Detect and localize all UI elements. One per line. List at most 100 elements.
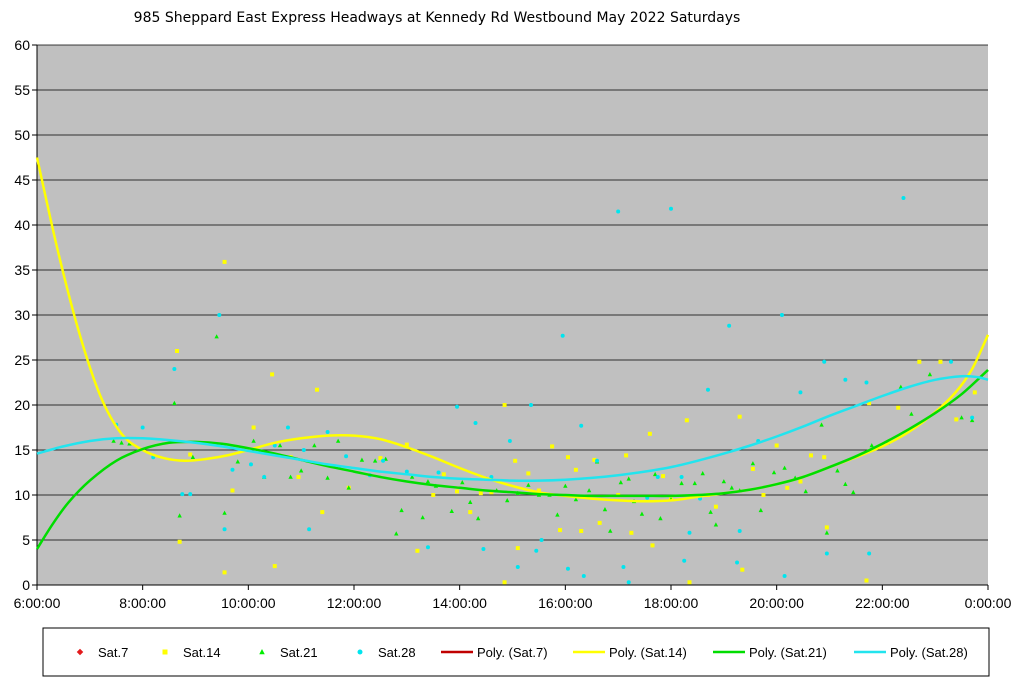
y-tick-label: 55 xyxy=(14,82,30,98)
point-sat14 xyxy=(824,525,829,530)
x-tick-label: 6:00:00 xyxy=(14,595,61,611)
point-sat21 xyxy=(573,497,579,502)
point-sat14 xyxy=(320,510,325,515)
point-sat28 xyxy=(901,196,906,200)
point-sat21 xyxy=(618,480,624,485)
point-sat28 xyxy=(539,538,544,542)
legend-label: Poly. (Sat.14) xyxy=(609,645,687,660)
point-sat28 xyxy=(626,580,631,585)
point-sat14 xyxy=(272,564,277,569)
point-sat21 xyxy=(325,475,330,480)
point-sat28 xyxy=(581,574,586,578)
point-sat21 xyxy=(235,459,240,464)
point-sat21 xyxy=(639,511,645,516)
x-axis-ticks: 6:00:00 8:00:00 10:00:00 12:00:00 14:00:00 16… xyxy=(14,585,1012,611)
x-tick-label: 10:00:00 xyxy=(221,595,276,611)
y-tick-label: 0 xyxy=(22,577,30,593)
point-sat28 xyxy=(515,565,520,569)
point-sat28 xyxy=(735,560,740,565)
point-sat14 xyxy=(822,455,827,460)
point-sat28 xyxy=(737,529,742,533)
point-sat14 xyxy=(230,488,235,493)
point-sat21 xyxy=(288,474,293,479)
point-sat14 xyxy=(713,504,718,509)
point-sat28 xyxy=(425,545,430,550)
point-sat21 xyxy=(505,498,510,503)
point-sat21 xyxy=(277,443,283,448)
point-sat28 xyxy=(824,551,829,556)
point-sat21 xyxy=(819,422,824,427)
point-sat28 xyxy=(949,359,954,364)
point-sat28 xyxy=(565,566,570,571)
point-sat21 xyxy=(119,440,124,445)
point-sat21 xyxy=(526,482,531,487)
point-sat21 xyxy=(172,400,177,405)
point-sat14 xyxy=(536,488,541,493)
point-sat21 xyxy=(658,516,663,521)
point-sat28 xyxy=(436,470,441,475)
point-sat14 xyxy=(761,493,766,497)
legend-label: Poly. (Sat.7) xyxy=(477,645,548,660)
point-sat21 xyxy=(679,480,684,486)
point-sat28 xyxy=(188,492,193,497)
point-sat14 xyxy=(222,570,227,575)
point-sat21 xyxy=(608,528,613,533)
point-sat14 xyxy=(270,372,275,377)
point-sat28 xyxy=(616,209,621,214)
gridlines xyxy=(37,44,988,541)
point-sat21 xyxy=(346,485,351,490)
point-sat21 xyxy=(602,507,608,512)
point-sat21 xyxy=(771,470,777,475)
point-sat21 xyxy=(372,458,378,463)
scatter-points xyxy=(111,196,977,585)
point-sat14 xyxy=(489,490,494,495)
point-sat21 xyxy=(298,468,304,473)
point-sat21 xyxy=(927,372,933,377)
point-sat21 xyxy=(399,507,404,513)
x-tick-label: 12:00:00 xyxy=(327,595,382,611)
point-sat14 xyxy=(954,417,959,422)
point-sat28 xyxy=(655,475,660,479)
point-sat14 xyxy=(687,580,692,585)
legend-marker xyxy=(162,649,168,655)
point-sat21 xyxy=(700,471,705,476)
point-sat14 xyxy=(478,491,483,496)
point-sat21 xyxy=(425,479,431,484)
point-sat28 xyxy=(172,367,177,371)
point-sat14 xyxy=(558,528,563,533)
point-sat28 xyxy=(489,475,494,479)
point-sat28 xyxy=(272,443,277,448)
legend-label: Sat.14 xyxy=(183,645,221,660)
point-sat21 xyxy=(222,510,227,515)
point-sat28 xyxy=(843,377,848,382)
point-sat28 xyxy=(325,430,330,434)
legend-label: Sat.21 xyxy=(280,645,318,660)
x-tick-label: 14:00:00 xyxy=(432,595,487,611)
chart-title: 985 Sheppard East Express Headways at Ke… xyxy=(134,10,741,26)
point-sat28 xyxy=(248,462,253,467)
y-tick-label: 15 xyxy=(14,442,30,458)
legend-label: Sat.28 xyxy=(378,645,416,660)
y-tick-label: 30 xyxy=(14,307,30,323)
point-sat21 xyxy=(394,531,399,536)
point-sat21 xyxy=(420,515,425,520)
point-sat14 xyxy=(809,453,814,458)
point-sat21 xyxy=(586,488,592,493)
point-sat21 xyxy=(460,480,465,485)
point-sat28 xyxy=(970,415,975,420)
point-sat14 xyxy=(502,403,507,407)
y-tick-label: 40 xyxy=(14,217,30,233)
point-sat21 xyxy=(626,476,631,481)
point-sat14 xyxy=(513,458,518,463)
point-sat21 xyxy=(312,443,317,448)
point-sat21 xyxy=(803,489,808,494)
point-sat28 xyxy=(307,527,312,532)
point-sat14 xyxy=(740,567,745,572)
legend: Sat.7 Sat.14 Sat.21 Sat.28 Poly. (Sat.7) Poly… xyxy=(76,645,968,660)
y-tick-label: 35 xyxy=(14,262,30,278)
point-sat14 xyxy=(526,471,531,476)
point-sat14 xyxy=(629,530,634,535)
y-tick-label: 45 xyxy=(14,172,30,188)
legend-box xyxy=(42,627,990,677)
point-sat21 xyxy=(713,522,719,527)
